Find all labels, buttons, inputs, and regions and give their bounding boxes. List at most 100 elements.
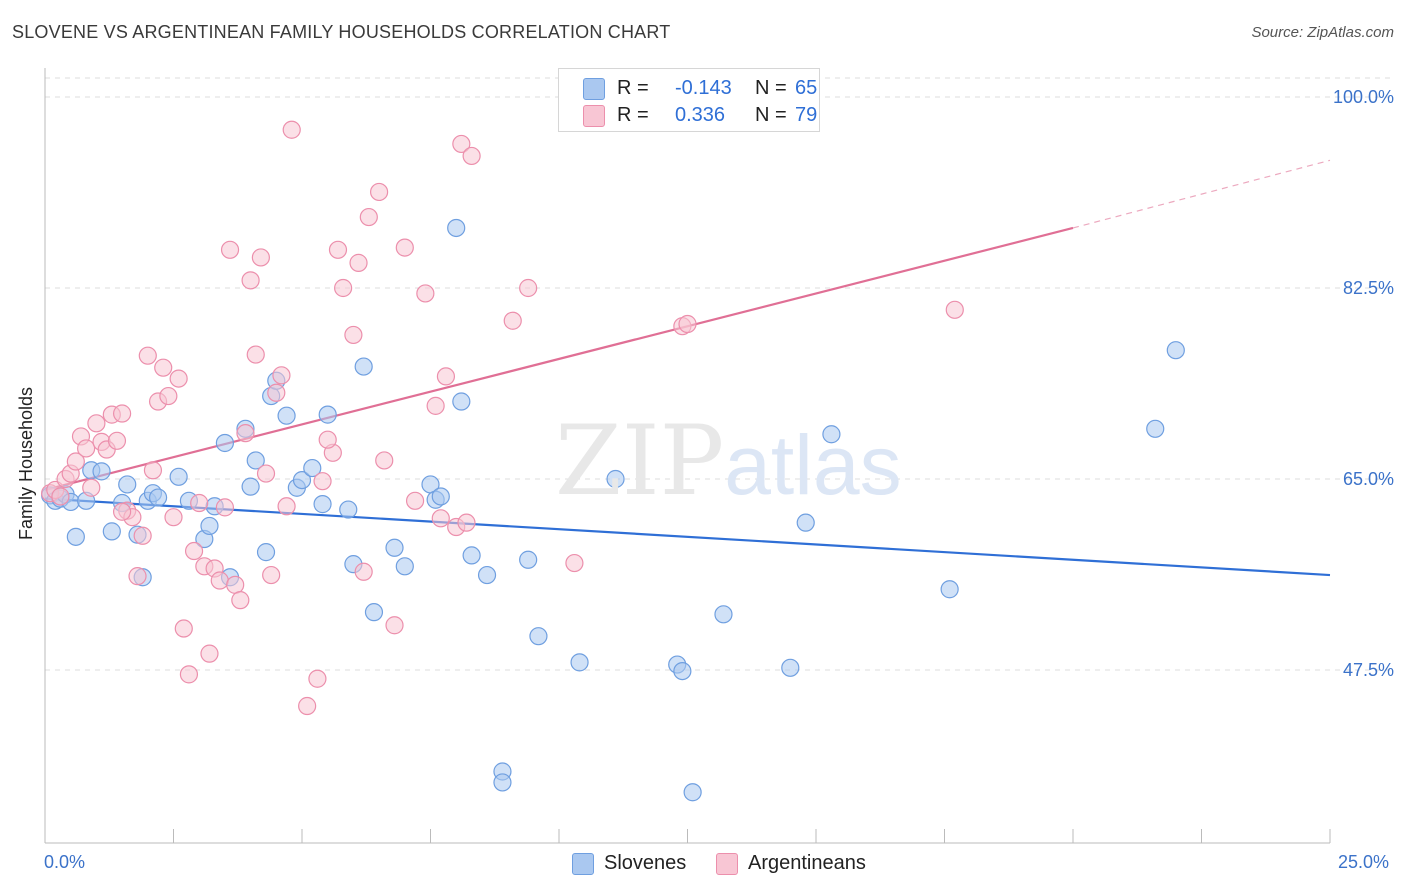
data-point-argentineans [678, 314, 697, 334]
y-tick-label: 65.0% [1342, 469, 1394, 489]
data-point-argentineans [405, 491, 425, 510]
data-point-slovenes [431, 487, 450, 506]
data-point-argentineans [431, 509, 450, 528]
data-point-slovenes [570, 653, 589, 672]
data-point-slovenes [169, 467, 188, 486]
data-point-argentineans [385, 616, 404, 635]
data-points [41, 120, 1185, 802]
trendline-argentineans [44, 226, 1074, 491]
data-point-slovenes [256, 543, 276, 562]
data-point-argentineans [184, 541, 204, 561]
data-point-slovenes [313, 495, 332, 514]
legend-swatch-argentineans [716, 853, 738, 875]
data-point-slovenes [822, 425, 841, 444]
data-point-argentineans [220, 240, 240, 259]
data-point-slovenes [148, 488, 168, 507]
legend-swatch-slovenes [572, 853, 594, 875]
data-point-argentineans [256, 464, 276, 483]
data-point-slovenes [714, 605, 733, 624]
gridlines [45, 77, 1393, 671]
y-tick-label: 82.5% [1342, 278, 1394, 298]
data-point-argentineans [313, 472, 332, 491]
data-point-argentineans [318, 430, 337, 449]
data-point-slovenes [477, 565, 497, 585]
data-point-slovenes [462, 546, 481, 565]
data-point-slovenes [339, 500, 358, 519]
data-point-argentineans [236, 424, 255, 443]
data-point-argentineans [308, 669, 327, 688]
x-tick-label: 25.0% [1338, 852, 1390, 872]
data-point-slovenes [606, 469, 625, 489]
data-point-slovenes [683, 783, 702, 802]
legend-n-label: N = [755, 77, 787, 99]
watermark-atlas: atlas [724, 418, 902, 512]
data-point-argentineans [169, 369, 188, 388]
data-point-argentineans [370, 182, 389, 202]
data-point-argentineans [436, 367, 456, 386]
legend-r-label: R = [617, 104, 649, 126]
data-point-slovenes [66, 527, 85, 546]
data-point-argentineans [107, 431, 127, 450]
trendline-extension-argentineans [1072, 159, 1331, 229]
legend-label-argentineans: Argentineans [748, 852, 866, 874]
data-point-argentineans [154, 358, 173, 377]
y-tick-label: 47.5% [1342, 660, 1394, 680]
legend-r-value: -0.143 [675, 77, 732, 99]
data-point-argentineans [66, 452, 85, 471]
data-point-slovenes [364, 603, 384, 622]
x-tick-label: 0.0% [44, 852, 86, 872]
data-point-argentineans [395, 238, 414, 257]
data-point-argentineans [51, 487, 70, 506]
correlation-legend: R = -0.143 N = 65 R = 0.336 N = 79 [558, 68, 820, 132]
y-axis-label: Family Households [16, 386, 36, 540]
data-point-argentineans [462, 146, 481, 166]
data-point-slovenes [1146, 419, 1165, 438]
data-point-argentineans [344, 325, 363, 345]
data-point-argentineans [277, 497, 296, 516]
watermark: ZIPatlas [555, 405, 902, 517]
data-point-argentineans [246, 345, 265, 364]
data-point-slovenes [241, 477, 260, 496]
data-point-slovenes [318, 405, 337, 424]
data-point-slovenes [118, 475, 137, 494]
data-point-argentineans [426, 396, 445, 415]
data-point-slovenes [246, 451, 265, 470]
legend-swatch-argentineans [583, 105, 605, 127]
data-point-slovenes [493, 773, 512, 792]
data-point-argentineans [565, 553, 584, 573]
data-point-argentineans [354, 562, 373, 581]
data-point-argentineans [231, 591, 250, 610]
trendlines [44, 159, 1331, 577]
data-point-argentineans [159, 386, 178, 406]
data-point-argentineans [375, 451, 394, 470]
watermark-zip: ZIP [555, 405, 725, 517]
data-point-argentineans [215, 498, 234, 517]
data-point-slovenes [447, 218, 466, 238]
data-point-argentineans [200, 644, 219, 663]
data-point-argentineans [457, 513, 476, 532]
legend-n-value: 65 [795, 77, 818, 99]
data-point-slovenes [102, 522, 121, 541]
data-point-argentineans [241, 271, 260, 290]
data-point-argentineans [262, 565, 281, 585]
data-point-argentineans [143, 461, 163, 480]
data-point-argentineans [945, 300, 964, 319]
legend-n-value: 79 [795, 104, 818, 126]
data-point-slovenes [796, 513, 815, 532]
data-point-argentineans [334, 278, 353, 298]
data-point-argentineans [112, 404, 132, 423]
data-point-argentineans [452, 134, 471, 154]
data-point-argentineans [298, 696, 317, 716]
data-point-slovenes [200, 516, 219, 536]
data-point-argentineans [519, 278, 538, 298]
data-point-argentineans [133, 526, 152, 545]
data-point-argentineans [190, 493, 209, 513]
data-point-argentineans [210, 571, 229, 590]
data-point-slovenes [1166, 341, 1185, 360]
legend-n-label: N = [755, 104, 787, 126]
source-label: Source: ZipAtlas.com [1251, 24, 1394, 41]
data-point-argentineans [328, 240, 348, 259]
legend-swatch-slovenes [583, 78, 605, 100]
data-point-slovenes [452, 392, 471, 411]
